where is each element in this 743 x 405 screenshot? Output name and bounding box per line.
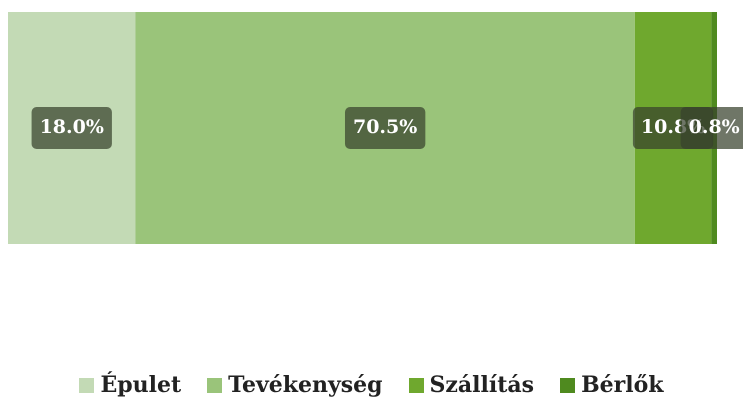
legend-label: Tevékenység: [228, 372, 383, 398]
data-label: 70.5%: [344, 107, 426, 149]
legend: Épulet Tevékenység Szállítás Bérlők: [0, 372, 743, 398]
label-text: 0.8%: [689, 116, 740, 138]
label-box: [31, 107, 112, 149]
legend-swatch: [79, 377, 95, 393]
legend-swatch: [560, 377, 576, 393]
legend-item: Bérlők: [560, 372, 664, 398]
legend-swatch: [408, 377, 424, 393]
legend-label: Bérlők: [581, 372, 664, 398]
chart: 18.0% 70.5% 10.8%0.8%: [8, 12, 743, 244]
legend-swatch: [207, 377, 223, 393]
legend-item: Tevékenység: [207, 372, 383, 398]
label-text: 18.0%: [40, 116, 104, 138]
legend-item: Épulet: [79, 372, 181, 398]
label-box: [344, 107, 426, 149]
legend-item: Szállítás: [408, 372, 535, 398]
data-label: 18.0%: [31, 107, 112, 149]
legend-label: Épulet: [100, 372, 182, 398]
legend-label: Szállítás: [429, 372, 535, 398]
data-label: 0.8%: [680, 107, 743, 149]
label-box: [680, 107, 743, 149]
label-text: 70.5%: [353, 116, 417, 138]
